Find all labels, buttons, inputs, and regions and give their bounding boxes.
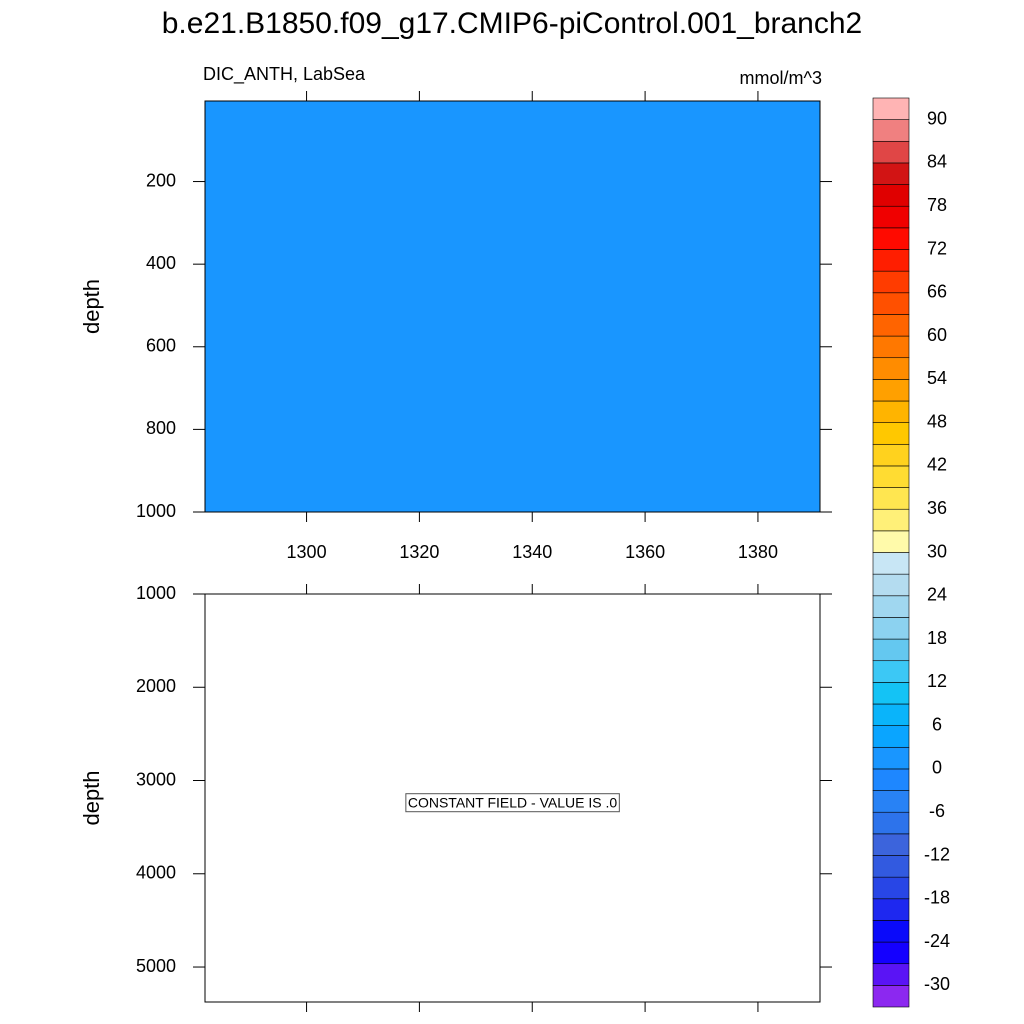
color-box — [872, 833, 910, 856]
colorbar-label: 66 — [927, 282, 947, 302]
y-tick-label: 400 — [146, 253, 176, 273]
annotation: CONSTANT FIELD - VALUE IS .0 — [408, 795, 617, 811]
colorbar-label: 36 — [927, 498, 947, 518]
y-tick-label: 3000 — [136, 769, 176, 789]
colorbar-label: 24 — [927, 585, 947, 605]
y-tick-label: 5000 — [136, 956, 176, 976]
y-tick-label: 800 — [146, 418, 176, 438]
color-box — [872, 530, 910, 553]
color-box — [872, 985, 910, 1008]
color-box — [872, 898, 910, 921]
color-box — [872, 617, 910, 640]
colorbar-label: -30 — [924, 974, 950, 994]
color-box — [872, 876, 910, 900]
color-box — [872, 357, 910, 380]
color-box — [872, 205, 910, 229]
colorbar-label: 54 — [927, 368, 947, 388]
color-box — [872, 595, 910, 618]
color-box — [872, 768, 910, 791]
color-box — [872, 443, 910, 467]
color-box — [872, 249, 910, 272]
colorbar-label: 18 — [927, 628, 947, 648]
colorbar-label: -18 — [924, 888, 950, 908]
colorbar-label: -24 — [924, 931, 950, 951]
color-box — [872, 487, 910, 510]
y-tick-label: 1000 — [136, 501, 176, 521]
colorbar-label: 0 — [932, 758, 942, 778]
x-tick-label: 1360 — [625, 542, 665, 562]
color-box — [872, 162, 910, 185]
y-axis-label: depth — [79, 279, 104, 334]
color-box — [872, 465, 910, 488]
units-label: mmol/m^3 — [740, 68, 822, 88]
main-title: b.e21.B1850.f09_g17.CMIP6-piControl.001_… — [162, 7, 863, 40]
colorbar-label: 48 — [927, 411, 947, 431]
color-box — [872, 227, 910, 250]
y-tick-label: 200 — [146, 170, 176, 190]
color-box — [872, 335, 910, 359]
color-box — [872, 790, 910, 813]
color-box — [872, 400, 910, 423]
color-box — [872, 379, 910, 402]
colorbar-label: 42 — [927, 455, 947, 475]
color-box — [872, 292, 910, 315]
color-box — [872, 638, 910, 662]
colorbar-label: -12 — [924, 844, 950, 864]
color-box — [872, 270, 910, 294]
color-box — [872, 682, 910, 705]
y-tick-label: 1000 — [136, 583, 176, 603]
color-box — [872, 508, 910, 532]
colorbar-label: 90 — [927, 108, 947, 128]
color-box — [872, 552, 910, 575]
color-box — [872, 920, 910, 943]
color-box — [872, 422, 910, 445]
y-tick-label: 600 — [146, 336, 176, 356]
color-box — [872, 746, 910, 770]
color-box — [872, 184, 910, 207]
color-box — [872, 119, 910, 142]
subtitle: DIC_ANTH, LabSea — [203, 64, 366, 85]
color-box — [872, 97, 910, 120]
plot-frame — [204, 593, 821, 1003]
x-tick-label: 1380 — [738, 542, 778, 562]
x-tick-label: 1320 — [399, 542, 439, 562]
colorbar-label: 30 — [927, 541, 947, 561]
color-box — [872, 314, 910, 337]
color-box — [872, 855, 910, 878]
annotation-box — [405, 793, 620, 813]
y-tick-label: 2000 — [136, 676, 176, 696]
color-box — [872, 573, 910, 597]
filled-field — [205, 101, 820, 512]
color-box — [872, 660, 910, 683]
color-box — [872, 140, 910, 164]
colorbar-label: 6 — [932, 714, 942, 734]
color-box — [872, 725, 910, 748]
colorbar-label: 60 — [927, 325, 947, 345]
y-axis-label: depth — [79, 770, 104, 825]
color-box — [872, 811, 910, 835]
color-box — [872, 941, 910, 965]
x-tick-label: 1340 — [512, 542, 552, 562]
color-box — [872, 703, 910, 726]
colorbar-label: 12 — [927, 671, 947, 691]
x-tick-label: 1300 — [287, 542, 327, 562]
y-tick-label: 4000 — [136, 863, 176, 883]
plot-frame — [204, 100, 821, 513]
colorbar-label: 72 — [927, 238, 947, 258]
colorbar-label: 84 — [927, 152, 947, 172]
color-box — [872, 963, 910, 986]
colorbar-label: -6 — [929, 801, 945, 821]
colorbar-label: 78 — [927, 195, 947, 215]
